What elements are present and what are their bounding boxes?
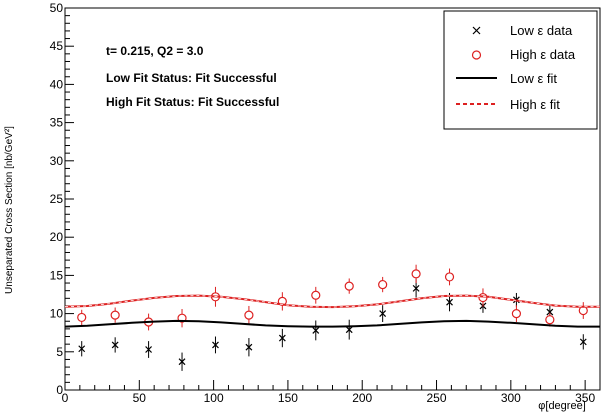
x-tick-marks [64, 380, 601, 390]
data-point-high-data [545, 315, 555, 325]
fit-curve-low-fit [64, 319, 600, 328]
data-point-high-data [344, 281, 354, 291]
legend-marker-high-data [471, 50, 482, 60]
data-point-low-data [111, 341, 119, 349]
data-point-low-data [579, 338, 587, 346]
y-axis-label: Unseparated Cross Section [nb/GeV²] [4, 126, 15, 294]
data-point-low-data [245, 343, 253, 351]
y-tick-label: 50 [50, 1, 64, 15]
data-point-high-data [311, 290, 321, 300]
data-point-low-data [446, 298, 453, 306]
y-tick-label: 5 [56, 345, 63, 359]
data-point-low-data [412, 284, 420, 292]
legend: Low ε data High ε data Low ε fit High ε … [443, 10, 598, 130]
data-point-low-data [212, 341, 219, 349]
data-point-low-data [312, 326, 320, 334]
y-tick-label: 45 [50, 39, 64, 53]
data-point-low-data [379, 310, 387, 318]
data-point-low-data [546, 308, 554, 316]
x-tick-label: 300 [501, 391, 521, 405]
data-point-high-data [77, 312, 87, 323]
x-tick-label: 0 [62, 391, 69, 405]
series-layer [64, 264, 600, 371]
legend-label-low-data: Low ε data [510, 23, 573, 38]
legend-box [443, 10, 598, 130]
legend-label-low-fit: Low ε fit [510, 71, 557, 86]
data-point-low-data [178, 358, 186, 366]
x-tick-label: 350 [575, 391, 595, 405]
annotation-low-fit-status: Low Fit Status: Fit Successful [106, 71, 277, 85]
data-point-low-data [278, 334, 286, 342]
y-tick-label: 15 [50, 268, 64, 282]
annotation-kinematics: t= 0.215, Q2 = 3.0 [106, 44, 204, 58]
legend-label-high-fit: High ε fit [510, 97, 560, 112]
y-tick-label: 40 [50, 77, 64, 91]
x-tick-labels: 0 50 100 150 200 250 300 350 [62, 391, 596, 405]
x-tick-label: 250 [427, 391, 447, 405]
data-point-high-data [378, 279, 388, 290]
legend-marker-low-data [472, 26, 481, 35]
y-tick-label: 20 [50, 230, 64, 244]
data-point-high-data [444, 272, 455, 282]
annotation-block: t= 0.215, Q2 = 3.0 Low Fit Status: Fit S… [106, 44, 279, 109]
y-tick-label: 10 [50, 307, 64, 321]
x-tick-label: 50 [133, 391, 147, 405]
data-point-low-data [78, 345, 86, 353]
data-point-high-data [511, 309, 522, 319]
x-tick-label: 200 [352, 391, 372, 405]
x-axis-label: φ[degree] [538, 400, 586, 412]
data-point-high-data [110, 310, 120, 320]
data-point-low-data [345, 326, 353, 334]
y-tick-labels: 0 5 10 15 20 25 30 35 40 45 50 [50, 1, 64, 397]
data-point-high-data [578, 305, 588, 316]
legend-label-high-data: High ε data [510, 47, 576, 62]
data-point-high-data [244, 310, 254, 320]
annotation-high-fit-status: High Fit Status: Fit Successful [106, 95, 279, 109]
x-tick-label: 100 [204, 391, 224, 405]
y-tick-marks [65, 7, 74, 391]
x-tick-label: 150 [278, 391, 298, 405]
fit-curve-high-fit [64, 294, 600, 309]
y-tick-label: 25 [50, 192, 64, 206]
data-point-high-data [411, 269, 421, 279]
y-tick-label: 30 [50, 154, 64, 168]
y-tick-label: 35 [50, 116, 64, 130]
y-tick-label: 0 [56, 383, 63, 397]
data-point-low-data [145, 346, 153, 353]
